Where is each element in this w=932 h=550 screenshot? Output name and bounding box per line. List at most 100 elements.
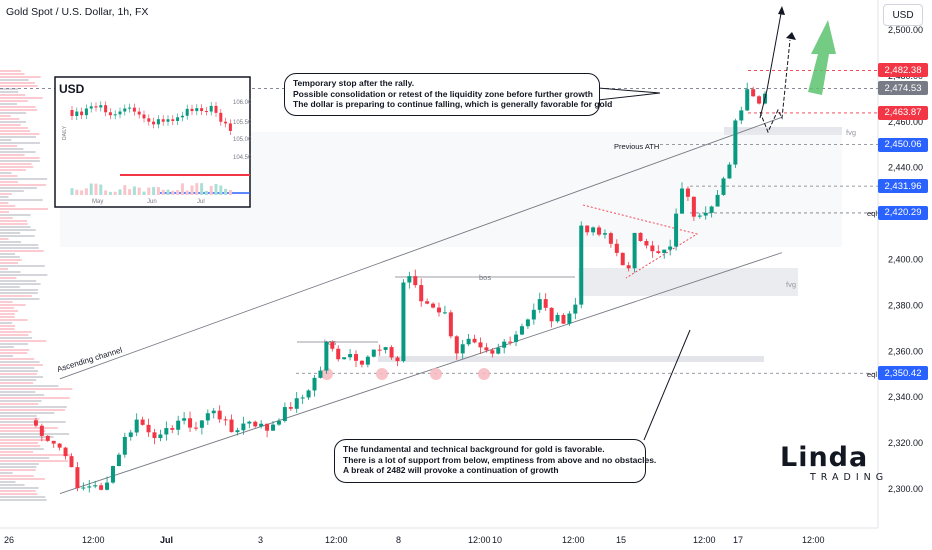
inset-title: USD (59, 82, 85, 96)
bos-label-high: bos (479, 273, 491, 282)
candle (508, 341, 513, 343)
inset-volume-bar (99, 184, 103, 195)
inset-volume-bar (70, 188, 74, 195)
currency-button[interactable]: USD (883, 4, 923, 26)
projection-path-dashed (759, 39, 791, 134)
volume-profile-bar (0, 253, 16, 255)
candle (312, 377, 317, 391)
volume-profile-bar (0, 460, 68, 462)
volume-profile-bar (0, 343, 29, 345)
usd-inset-chart[interactable]: USD DAILY 106.00 105.50 105.00 104.50 Ma… (54, 76, 252, 208)
volume-profile-bar (0, 433, 70, 435)
y-tick-label: 2,440.00 (888, 163, 923, 173)
candle (288, 407, 293, 409)
volume-profile-bar (0, 499, 47, 501)
inset-volume-bar (224, 188, 228, 195)
volume-profile-bar (0, 316, 15, 318)
volume-profile-bar (0, 118, 20, 120)
price-axis[interactable]: 2,500.002,480.002,460.002,440.002,420.00… (888, 25, 923, 494)
volume-profile-bar (0, 82, 35, 84)
ascending-channel[interactable] (59, 116, 783, 495)
previous-ath-label: Previous ATH (614, 142, 659, 151)
volume-profile-bar (0, 163, 32, 165)
inset-volume-bar (171, 190, 175, 195)
arrowhead-icon (786, 32, 796, 40)
candle (247, 421, 252, 424)
x-tick-label: 15 (616, 535, 626, 545)
support-zone (378, 356, 764, 362)
volume-profile-bar (0, 181, 18, 183)
volume-profile-bar (0, 466, 37, 468)
inset-volume-bar (180, 183, 184, 195)
y-tick-label: 2,460.00 (888, 117, 923, 127)
candle (638, 232, 643, 242)
volume-profile-bar (0, 190, 24, 192)
volume-profile-bar (0, 121, 27, 123)
volume-profile-bar (0, 367, 35, 369)
candle (567, 313, 572, 324)
candle (271, 424, 276, 431)
time-axis[interactable]: 26 12:00 Jul 3 12:00 8 12:00 10 12:00 15 12:00 17 12… (4, 535, 825, 545)
volume-profile-bar (0, 346, 14, 348)
candle (211, 410, 216, 414)
inset-candle (108, 112, 112, 116)
candle (199, 420, 204, 428)
volume-profile-bar (0, 250, 44, 252)
channel-upper-line[interactable] (59, 116, 783, 380)
volume-profile-bar (0, 313, 15, 315)
candle (146, 424, 151, 433)
bos-label-low: bos (324, 338, 336, 347)
volume-profile-bar (0, 115, 11, 117)
volume-profile-bar (0, 235, 35, 237)
volume-profile-bar (0, 391, 36, 393)
inset-candle (200, 108, 204, 112)
inset-volume-bar (204, 190, 208, 195)
y-tick-label: 2,360.00 (888, 346, 923, 356)
inset-volume-bar (200, 183, 204, 195)
volume-profile-bar (0, 319, 28, 321)
candle (745, 89, 750, 111)
inset-candle (190, 108, 194, 112)
volume-profile-bar (0, 199, 43, 201)
inset-volume-bar (128, 189, 132, 195)
candle (608, 233, 613, 244)
eql-label-top: eql (867, 209, 877, 218)
inset-candle (219, 112, 223, 122)
inset-volume-bar (84, 188, 88, 195)
volume-profile-bar (0, 364, 43, 366)
volume-profile-bar (0, 148, 24, 150)
volume-profile-bar (0, 295, 32, 297)
volume-profile-bar (0, 301, 13, 303)
inset-candle (176, 117, 180, 121)
volume-profile-bar (0, 205, 16, 207)
candle (502, 341, 507, 348)
inset-volume-bar (209, 185, 213, 195)
volume-profile-bar (0, 304, 26, 306)
volume-profile-bar (0, 130, 30, 132)
inset-candle (156, 119, 160, 125)
candle (116, 454, 121, 467)
price-tag: 2,463.87 (878, 105, 928, 120)
inset-volume-bar (176, 190, 180, 195)
volume-profile-bar (0, 397, 70, 399)
candle (614, 243, 619, 253)
channel-lower-line[interactable] (59, 252, 783, 495)
candle (87, 486, 92, 488)
candle (632, 232, 637, 269)
candle (140, 419, 145, 425)
volume-profile-bar (0, 424, 34, 426)
x-tick-label: 12:00 (802, 535, 825, 545)
candlestick-series[interactable] (33, 82, 767, 493)
volume-profile-bar (0, 385, 59, 387)
annotation-line: The dollar is preparing to continue fall… (293, 99, 613, 110)
inset-volume-bar (89, 183, 93, 195)
inset-volume-bar (161, 189, 165, 195)
volume-profile-bar (0, 229, 36, 231)
candle (703, 212, 708, 216)
inset-candle (204, 111, 208, 113)
volume-profile-bar (0, 298, 40, 300)
candle (158, 434, 163, 439)
eql-low-marker (321, 368, 333, 380)
volume-profile-bar (0, 172, 12, 174)
